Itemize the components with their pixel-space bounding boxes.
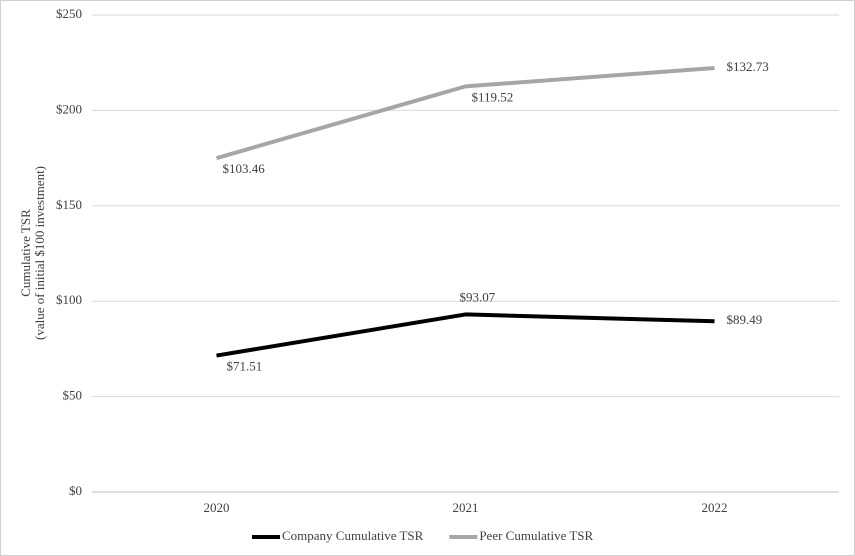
data-label: $103.46 [223,161,266,176]
y-tick-label: $0 [69,483,82,498]
legend-label: Peer Cumulative TSR [479,528,593,543]
data-label: $93.07 [460,289,496,304]
x-tick-label: 2022 [702,500,728,515]
y-tick-label: $250 [56,6,82,21]
data-label: $71.51 [227,359,263,374]
y-tick-label: $200 [56,101,82,116]
line [215,66,715,161]
line [216,312,715,358]
y-axis-title: (value of initial $100 investment) [32,166,47,340]
y-axis-title: Cumulative TSR [18,209,33,297]
data-label: $119.52 [472,89,514,104]
x-tick-label: 2020 [204,500,230,515]
data-label: $89.49 [727,312,763,327]
y-tick-label: $150 [56,197,82,212]
y-tick-label: $100 [56,292,82,307]
data-label: $132.73 [727,59,769,74]
legend-label: Company Cumulative TSR [282,528,424,543]
x-tick-label: 2021 [453,500,479,515]
y-tick-label: $50 [63,388,83,403]
